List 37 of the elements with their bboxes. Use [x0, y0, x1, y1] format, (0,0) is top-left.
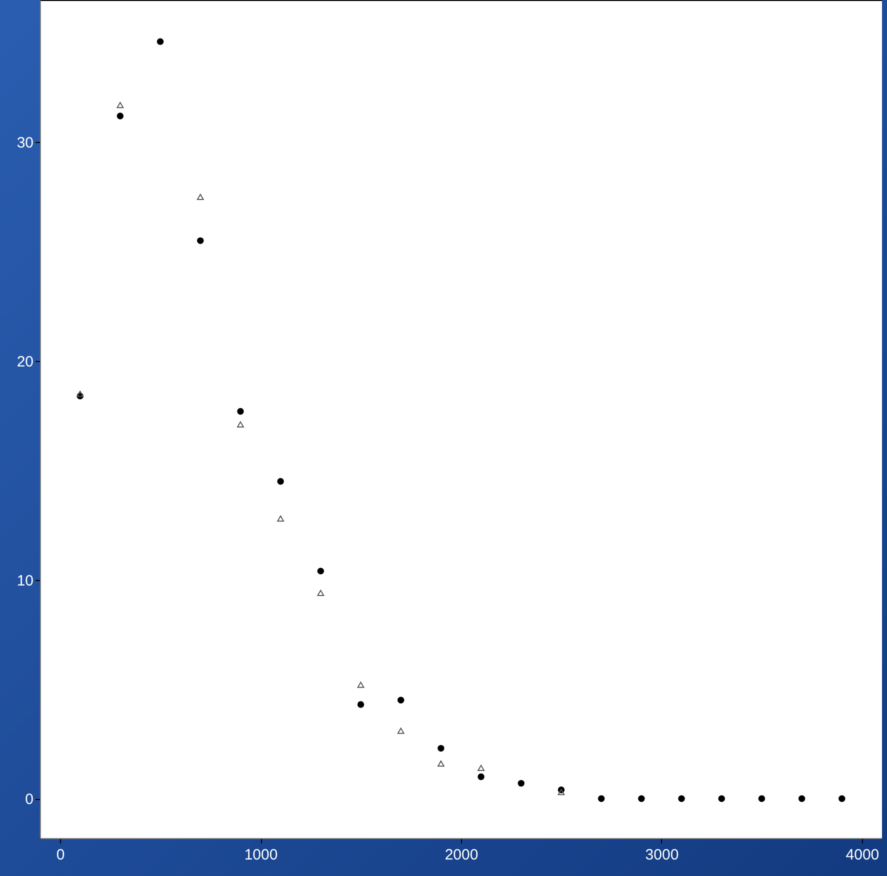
point	[758, 795, 766, 802]
point	[277, 478, 284, 485]
x-tick-label: 0	[56, 846, 65, 864]
x-tick-label: 2000	[444, 846, 478, 864]
point	[397, 728, 404, 734]
y-tick-label: 0	[25, 791, 34, 808]
y-tick-label: 10	[16, 572, 34, 590]
point	[156, 38, 164, 45]
point	[478, 773, 484, 780]
point	[598, 795, 605, 802]
point	[357, 701, 364, 708]
point	[197, 237, 204, 244]
y-tick-label: 30	[16, 134, 34, 152]
point	[838, 795, 846, 802]
point	[196, 194, 204, 200]
point	[237, 408, 244, 415]
point	[116, 112, 124, 120]
point	[798, 795, 806, 802]
point	[317, 590, 324, 596]
x-tick-label: 4000	[846, 846, 880, 864]
point	[277, 515, 284, 522]
point	[638, 795, 645, 802]
point	[317, 568, 324, 574]
point	[438, 744, 444, 752]
point	[478, 764, 485, 772]
x-tick-label: 3000	[645, 846, 679, 864]
point	[237, 421, 244, 428]
point	[116, 102, 124, 108]
point	[678, 795, 685, 802]
point	[357, 682, 364, 688]
x-tick-label: 1000	[244, 846, 278, 864]
point	[398, 696, 404, 704]
point	[718, 795, 725, 802]
point	[76, 390, 84, 397]
point	[518, 780, 524, 787]
point	[437, 760, 444, 767]
y-tick-label: 20	[16, 354, 34, 371]
